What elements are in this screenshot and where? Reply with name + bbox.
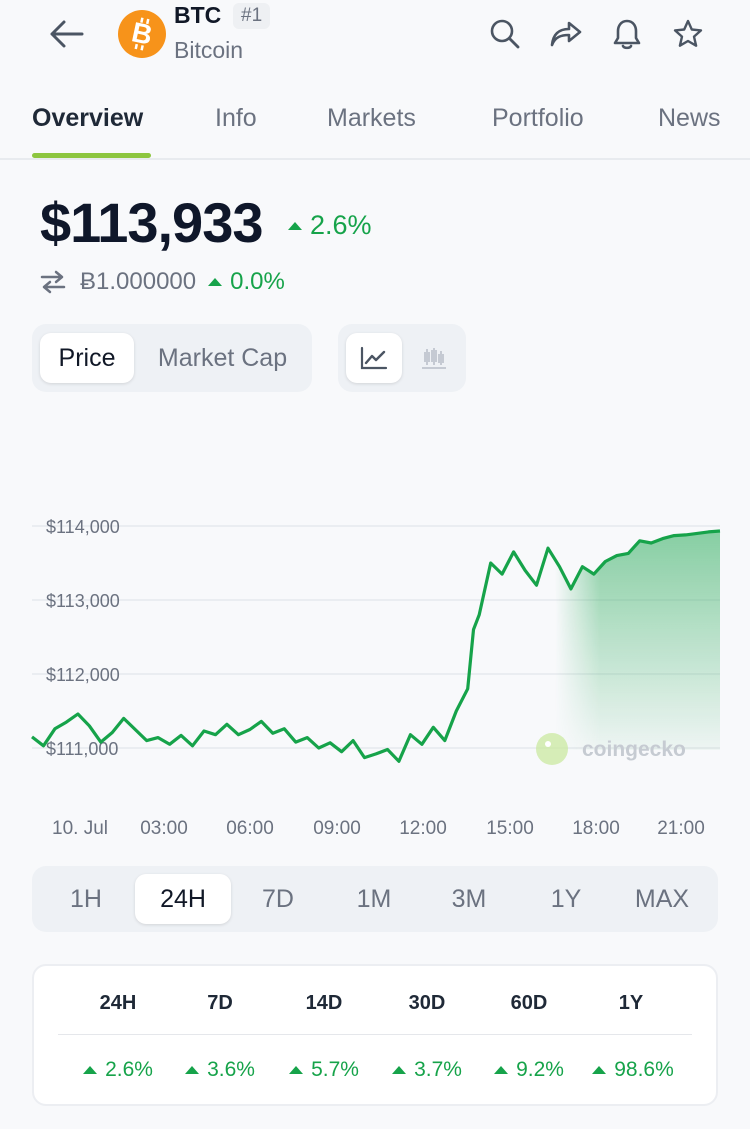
bitcoin-logo-icon: B bbox=[118, 10, 166, 58]
price-line bbox=[31, 529, 721, 763]
btc-change-value: 0.0% bbox=[230, 268, 285, 295]
range-1h-button[interactable]: 1H bbox=[70, 884, 102, 913]
tab-info[interactable]: Info bbox=[215, 104, 257, 132]
coingecko-watermark: coingecko bbox=[536, 733, 686, 765]
price-toggle-button[interactable]: Price bbox=[40, 333, 134, 383]
perf-value-30d: 3.7% bbox=[372, 1058, 482, 1082]
active-tab-indicator bbox=[32, 153, 151, 158]
price-change-value: 2.6% bbox=[310, 210, 372, 240]
perf-header-60d: 60D bbox=[510, 992, 548, 1014]
perf-value-60d: 9.2% bbox=[474, 1058, 584, 1082]
perf-change-text: 9.2% bbox=[516, 1058, 564, 1081]
perf-header-7d: 7D bbox=[207, 992, 233, 1014]
perf-change-text: 2.6% bbox=[105, 1058, 153, 1081]
price-chart-svg: $114,000$113,000$112,000$111,000 10. Jul… bbox=[31, 517, 721, 839]
up-triangle-icon bbox=[83, 1066, 98, 1074]
perf-change-text: 3.6% bbox=[207, 1058, 255, 1081]
price-area bbox=[32, 531, 720, 762]
range-1m-button[interactable]: 1M bbox=[356, 884, 392, 913]
range-1y-button[interactable]: 1Y bbox=[550, 884, 582, 913]
share-icon[interactable] bbox=[546, 14, 586, 54]
range-3m-button[interactable]: 3M bbox=[451, 884, 487, 913]
perf-header-30d: 30D bbox=[408, 992, 446, 1014]
chart-type-toggle bbox=[338, 324, 466, 392]
up-triangle-icon bbox=[289, 1066, 304, 1074]
y-tick-label: $114,000 bbox=[46, 517, 120, 537]
x-tick-label: 06:00 bbox=[226, 818, 274, 839]
candlestick-icon bbox=[422, 348, 446, 369]
btc-price-change: 0.0% bbox=[208, 268, 285, 296]
range-7d-button[interactable]: 7D bbox=[262, 884, 294, 913]
header: B BTC #1 Bitcoin bbox=[0, 0, 750, 80]
line-chart-button[interactable] bbox=[346, 333, 402, 383]
x-tick-label: 15:00 bbox=[486, 818, 534, 839]
price-change: 2.6% bbox=[288, 210, 372, 241]
coin-symbol: BTC bbox=[174, 2, 222, 28]
perf-header-1y: 1Y bbox=[618, 992, 644, 1014]
time-range-selector: 1H 24H 7D 1M 3M 1Y MAX bbox=[32, 866, 718, 932]
tab-bar: Overview Info Markets Portfolio News bbox=[0, 92, 750, 160]
up-triangle-icon bbox=[494, 1066, 509, 1074]
up-triangle-icon bbox=[208, 278, 223, 286]
performance-table: 24H 7D 14D 30D 60D 1Y 2.6% 3.6% 5.7% 3.7… bbox=[32, 964, 718, 1106]
up-triangle-icon bbox=[185, 1066, 200, 1074]
perf-header-14d: 14D bbox=[305, 992, 343, 1014]
perf-value-7d: 3.6% bbox=[165, 1058, 275, 1082]
tab-markets[interactable]: Markets bbox=[327, 104, 416, 132]
divider bbox=[58, 1034, 692, 1035]
tab-overview[interactable]: Overview bbox=[32, 104, 144, 132]
candlestick-chart-button[interactable] bbox=[406, 333, 462, 383]
x-tick-label: 21:00 bbox=[657, 818, 705, 839]
star-icon[interactable] bbox=[668, 14, 708, 54]
price-chart[interactable]: $114,000$113,000$112,000$111,000 10. Jul… bbox=[0, 500, 750, 850]
x-tick-label: 12:00 bbox=[399, 818, 447, 839]
perf-change-text: 98.6% bbox=[614, 1058, 674, 1081]
back-arrow-icon[interactable] bbox=[44, 14, 88, 54]
search-icon[interactable] bbox=[485, 14, 525, 54]
x-tick-label: 18:00 bbox=[572, 818, 620, 839]
x-tick-label: 03:00 bbox=[140, 818, 188, 839]
perf-value-14d: 5.7% bbox=[269, 1058, 379, 1082]
x-tick-label: 09:00 bbox=[313, 818, 361, 839]
watermark-text: coingecko bbox=[582, 738, 686, 761]
btc-price-row: Ƀ1.000000 0.0% bbox=[40, 268, 285, 296]
chart-metric-toggle: Price Market Cap bbox=[32, 324, 312, 392]
y-tick-label: $113,000 bbox=[46, 591, 120, 611]
tab-portfolio[interactable]: Portfolio bbox=[492, 104, 584, 132]
perf-change-text: 5.7% bbox=[311, 1058, 359, 1081]
perf-value-24h: 2.6% bbox=[63, 1058, 173, 1082]
up-triangle-icon bbox=[592, 1066, 607, 1074]
btc-price-value: Ƀ1.000000 bbox=[80, 268, 197, 295]
range-24h-button[interactable]: 24H bbox=[135, 874, 231, 924]
perf-header-24h: 24H bbox=[99, 992, 137, 1014]
y-tick-label: $112,000 bbox=[46, 665, 120, 685]
rank-badge: #1 bbox=[233, 3, 271, 29]
swap-arrows-icon bbox=[40, 270, 66, 294]
line-chart-icon bbox=[360, 346, 388, 370]
market-cap-toggle-button[interactable]: Market Cap bbox=[157, 343, 288, 372]
bell-icon[interactable] bbox=[607, 14, 647, 54]
x-tick-label: 10. Jul bbox=[52, 818, 108, 839]
perf-change-text: 3.7% bbox=[414, 1058, 462, 1081]
perf-value-1y: 98.6% bbox=[578, 1058, 688, 1082]
coin-name: Bitcoin bbox=[174, 37, 244, 63]
tab-news[interactable]: News bbox=[658, 104, 721, 132]
up-triangle-icon bbox=[392, 1066, 407, 1074]
current-price: $113,933 bbox=[40, 191, 263, 254]
range-max-button[interactable]: MAX bbox=[634, 884, 690, 913]
up-triangle-icon bbox=[288, 221, 302, 230]
